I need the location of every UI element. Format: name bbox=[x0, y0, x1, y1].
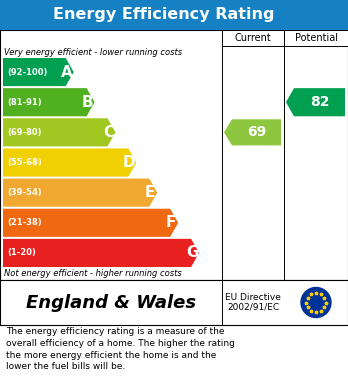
Polygon shape bbox=[224, 119, 281, 145]
Text: F: F bbox=[166, 215, 176, 230]
Polygon shape bbox=[3, 118, 116, 146]
Text: Not energy efficient - higher running costs: Not energy efficient - higher running co… bbox=[4, 269, 182, 278]
Polygon shape bbox=[3, 88, 95, 116]
Polygon shape bbox=[286, 88, 345, 116]
Text: C: C bbox=[103, 125, 114, 140]
Text: B: B bbox=[82, 95, 93, 110]
Polygon shape bbox=[3, 149, 136, 177]
Text: Energy Efficiency Rating: Energy Efficiency Rating bbox=[53, 7, 274, 23]
Polygon shape bbox=[3, 209, 178, 237]
Text: (81-91): (81-91) bbox=[7, 98, 42, 107]
Text: 82: 82 bbox=[310, 95, 329, 109]
Polygon shape bbox=[3, 239, 199, 267]
Text: A: A bbox=[61, 65, 73, 80]
Text: 69: 69 bbox=[247, 126, 266, 139]
Text: (69-80): (69-80) bbox=[7, 128, 41, 137]
Bar bbox=[222, 30, 284, 46]
Circle shape bbox=[301, 287, 331, 317]
Polygon shape bbox=[3, 179, 157, 207]
Text: Current: Current bbox=[235, 33, 271, 43]
Polygon shape bbox=[3, 58, 74, 86]
Bar bbox=[0, 30, 348, 280]
Text: 2002/91/EC: 2002/91/EC bbox=[227, 303, 279, 312]
Text: E: E bbox=[145, 185, 156, 200]
Text: (21-38): (21-38) bbox=[7, 218, 42, 227]
Text: (92-100): (92-100) bbox=[7, 68, 47, 77]
Text: D: D bbox=[123, 155, 136, 170]
Text: G: G bbox=[186, 246, 198, 260]
Text: (39-54): (39-54) bbox=[7, 188, 42, 197]
Text: (55-68): (55-68) bbox=[7, 158, 42, 167]
Bar bbox=[0, 0, 348, 30]
Text: The energy efficiency rating is a measure of the
overall efficiency of a home. T: The energy efficiency rating is a measur… bbox=[6, 327, 235, 371]
Bar bbox=[0, 280, 348, 325]
Text: Potential: Potential bbox=[294, 33, 338, 43]
Text: Very energy efficient - lower running costs: Very energy efficient - lower running co… bbox=[4, 48, 182, 57]
Bar bbox=[284, 30, 348, 46]
Text: EU Directive: EU Directive bbox=[225, 293, 281, 302]
Text: England & Wales: England & Wales bbox=[26, 294, 196, 312]
Text: (1-20): (1-20) bbox=[7, 248, 36, 257]
